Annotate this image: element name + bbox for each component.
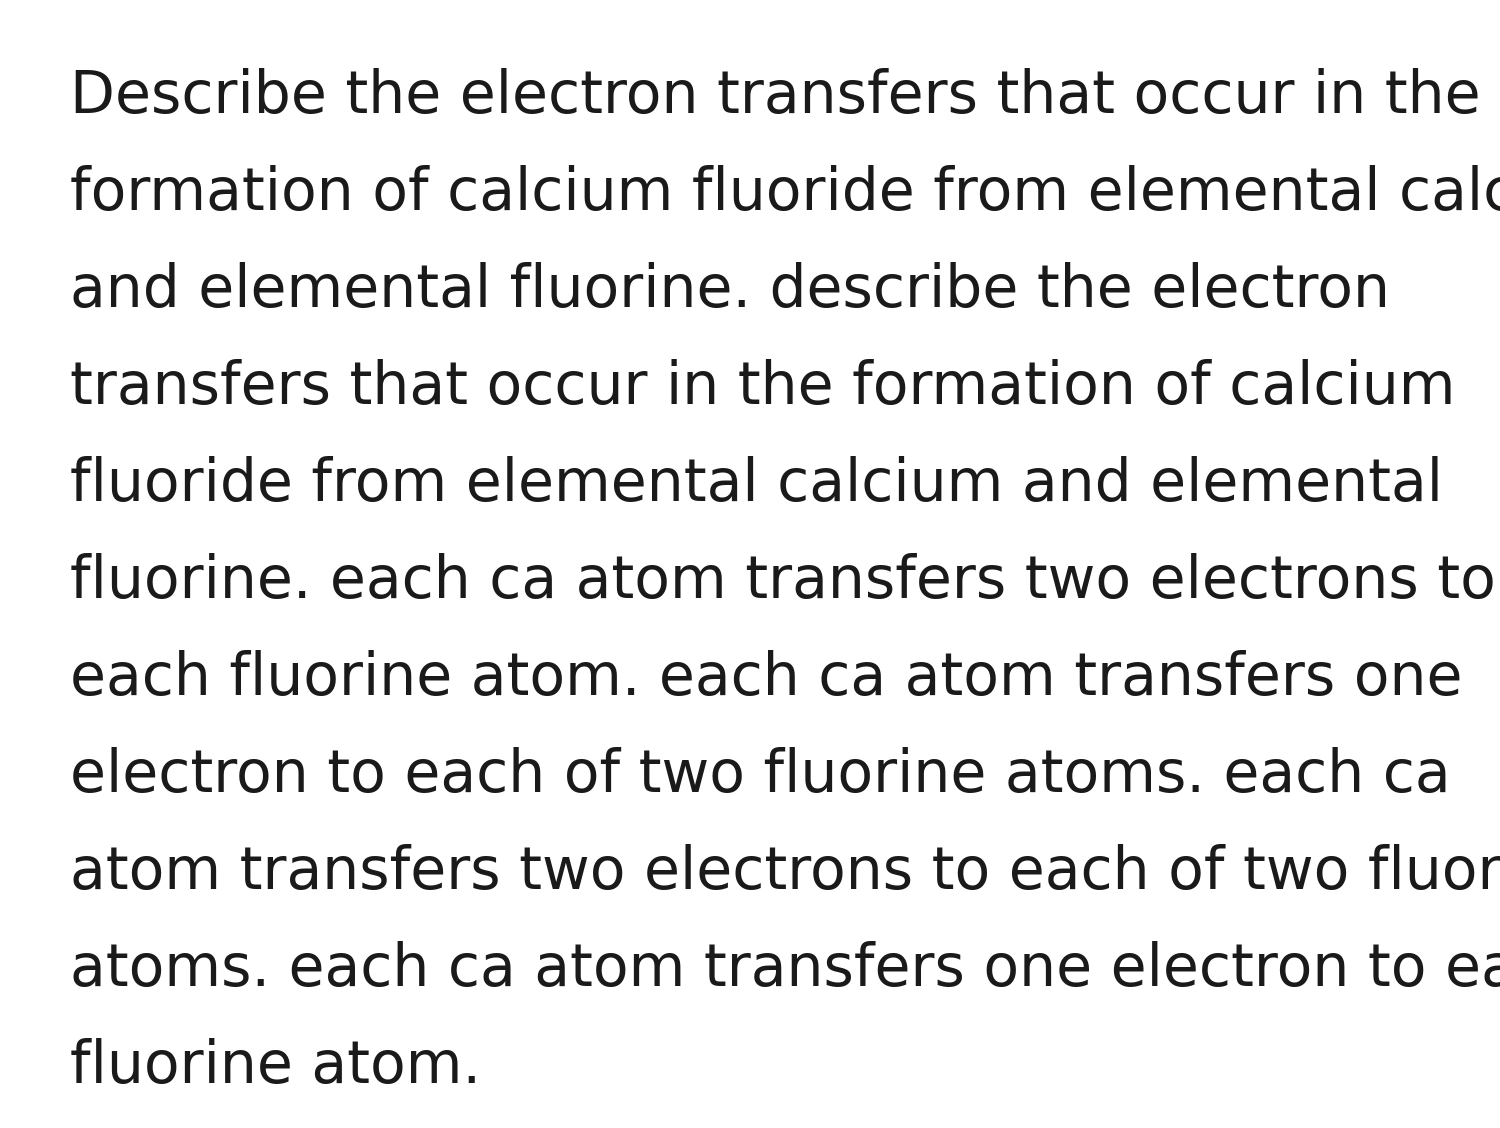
Text: and elemental fluorine. describe the electron: and elemental fluorine. describe the ele… — [70, 262, 1390, 319]
Text: each fluorine atom. each ca atom transfers one: each fluorine atom. each ca atom transfe… — [70, 650, 1462, 707]
Text: atoms. each ca atom transfers one electron to each: atoms. each ca atom transfers one electr… — [70, 941, 1500, 998]
Text: Describe the electron transfers that occur in the: Describe the electron transfers that occ… — [70, 68, 1480, 125]
Text: fluorine atom.: fluorine atom. — [70, 1038, 482, 1095]
Text: transfers that occur in the formation of calcium: transfers that occur in the formation of… — [70, 359, 1455, 416]
Text: fluorine. each ca atom transfers two electrons to: fluorine. each ca atom transfers two ele… — [70, 553, 1496, 610]
Text: fluoride from elemental calcium and elemental: fluoride from elemental calcium and elem… — [70, 456, 1443, 513]
Text: atom transfers two electrons to each of two fluorine: atom transfers two electrons to each of … — [70, 844, 1500, 901]
Text: electron to each of two fluorine atoms. each ca: electron to each of two fluorine atoms. … — [70, 747, 1450, 804]
Text: formation of calcium fluoride from elemental calcium: formation of calcium fluoride from eleme… — [70, 165, 1500, 222]
